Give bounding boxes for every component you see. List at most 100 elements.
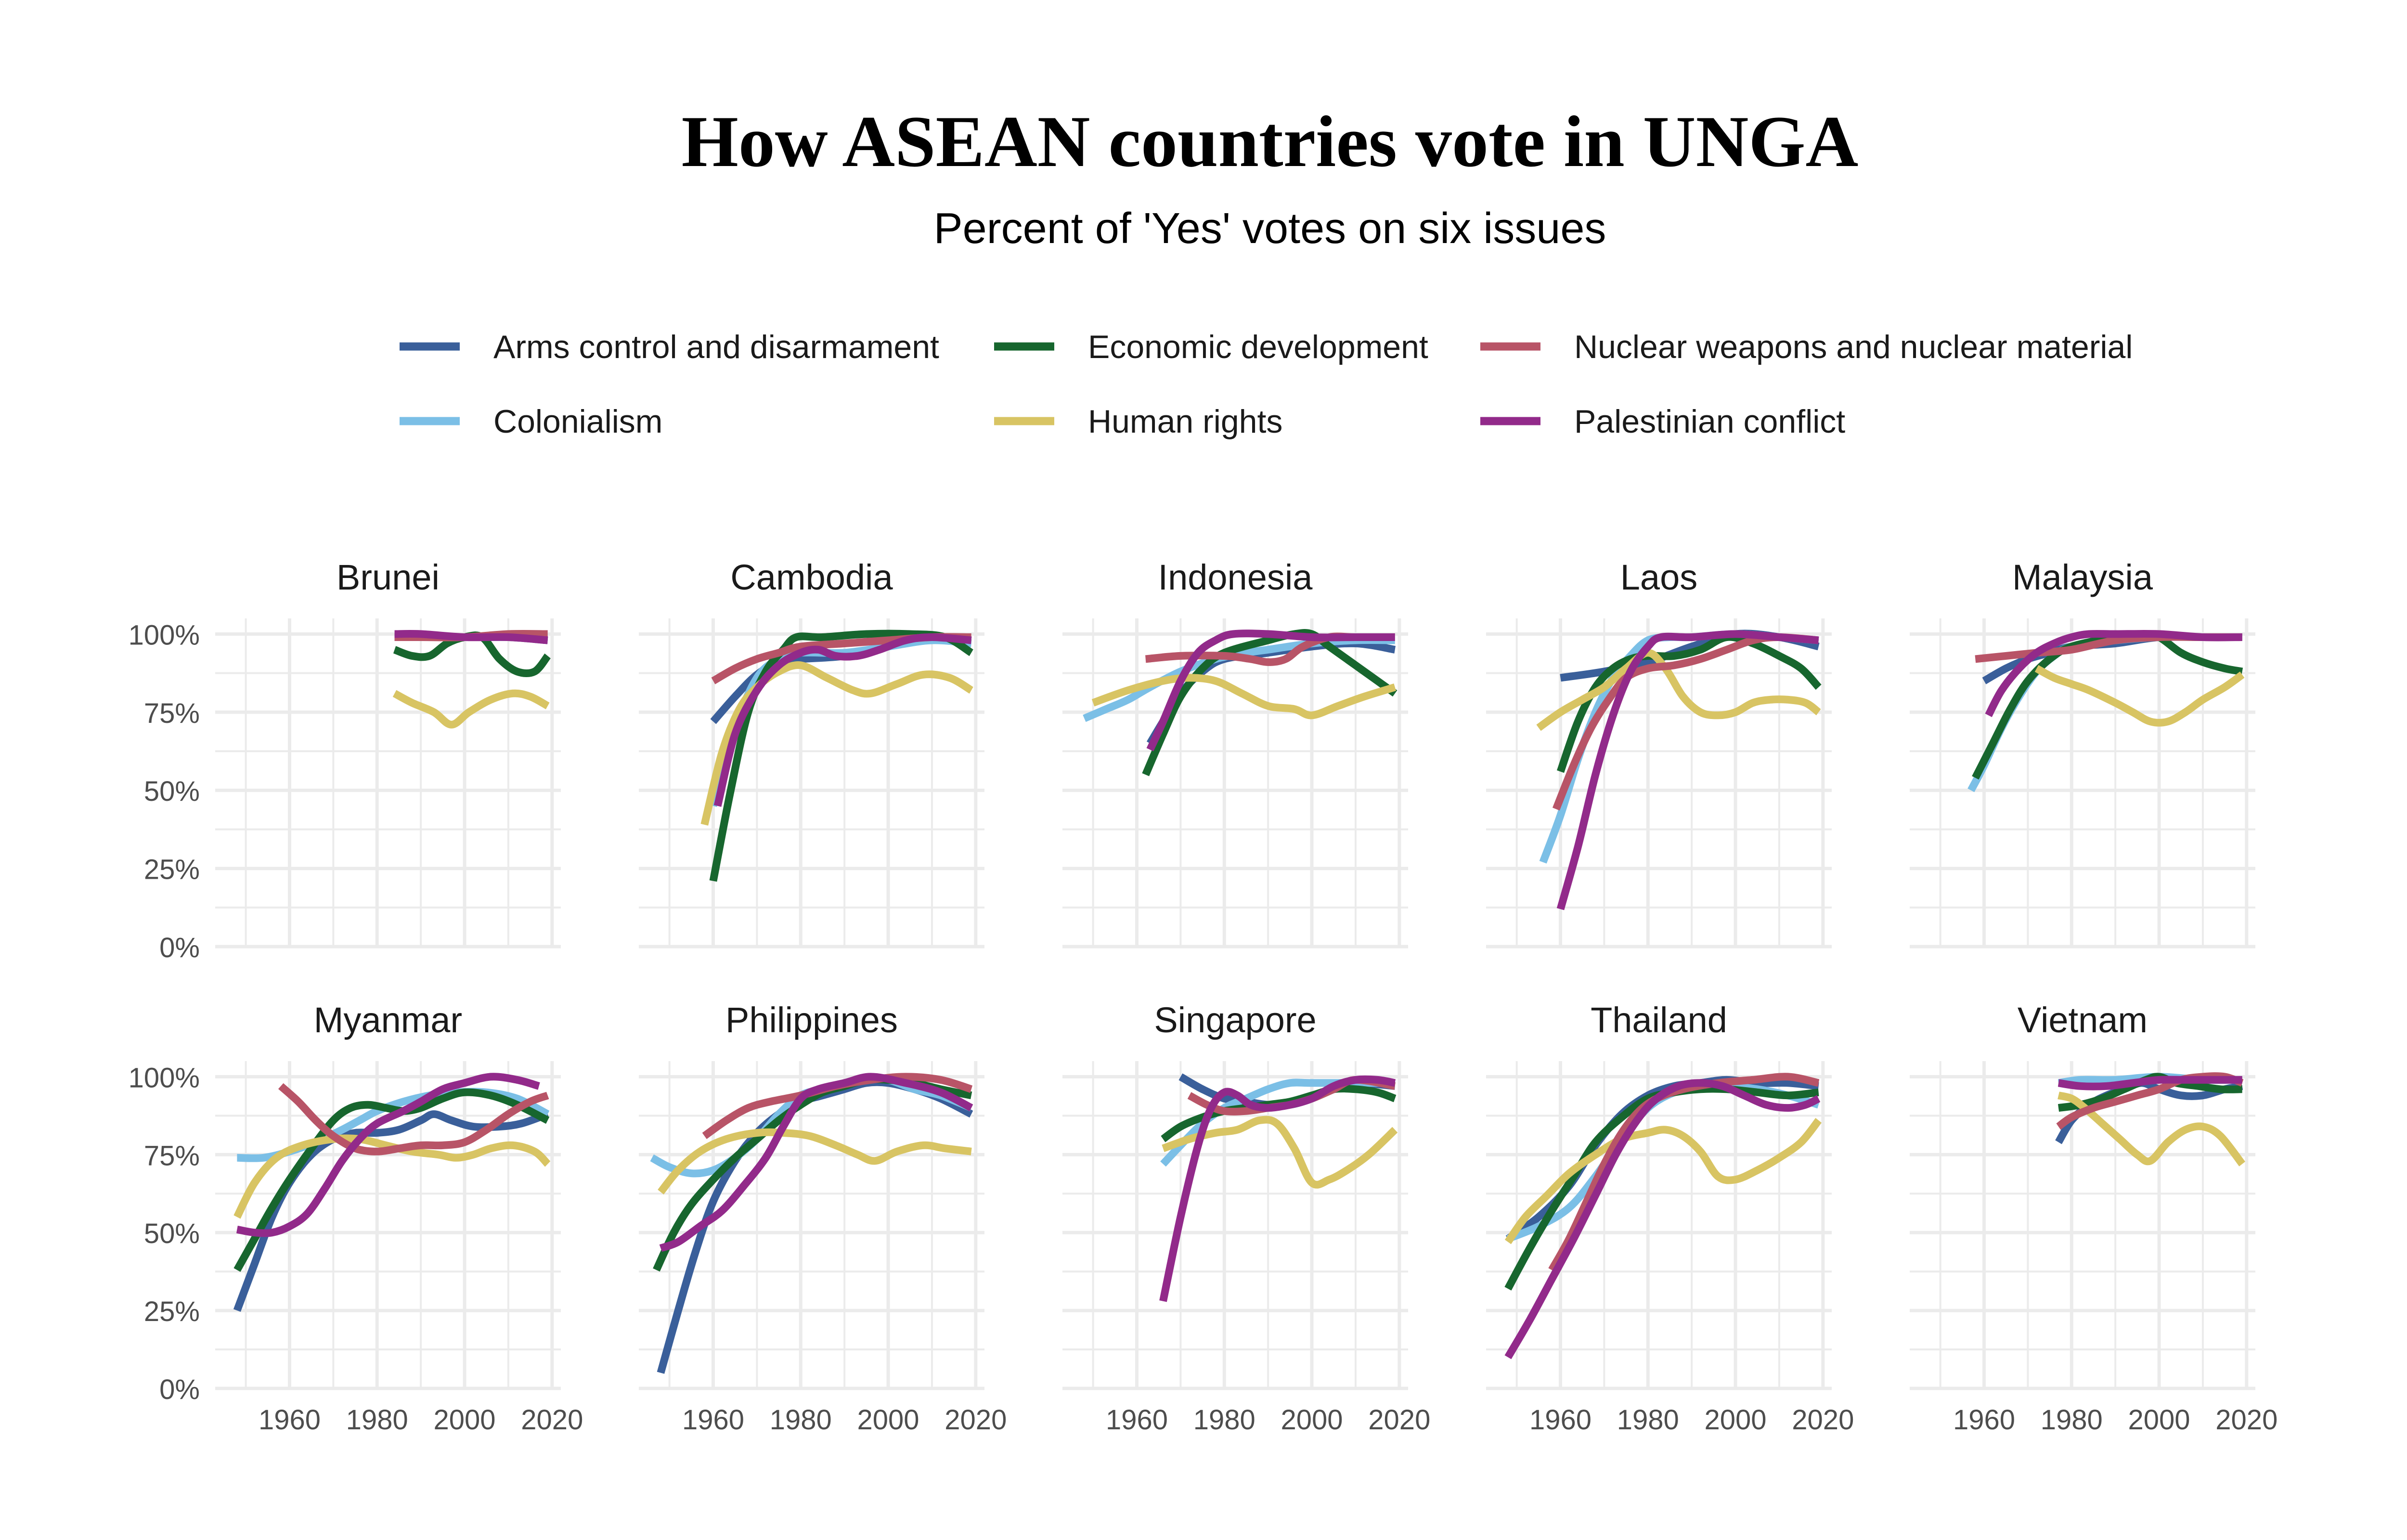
x-tick-label: 1960: [1953, 1404, 2015, 1436]
x-tick-label: 2020: [1368, 1404, 1430, 1436]
panel-philippines: Philippines 1960 1980 2000 2020: [639, 1000, 1007, 1436]
y-tick-label: 50%: [144, 776, 200, 807]
y-tick-label: 100%: [129, 619, 200, 651]
legend-item-arms-control-and-disarmament: Arms control and disarmament: [400, 329, 939, 365]
panel-grid: [1910, 618, 2255, 949]
series-line-arms-control-and-disarmament: [657, 1078, 973, 1374]
series-line-human-rights: [1091, 674, 1397, 719]
series-line-human-rights: [1162, 1116, 1398, 1189]
panel-myanmar: Myanmar 0% 25% 50% 75% 100% 1960 1980 2000 2020: [129, 1000, 583, 1436]
panel-series: [1967, 630, 2245, 792]
y-tick-label: 75%: [144, 698, 200, 729]
series-line-human-rights: [658, 1128, 972, 1195]
panel-series: [650, 1073, 973, 1374]
series-line-palestinian-conflict: [394, 630, 548, 644]
series-line-economic-development: [1142, 629, 1398, 776]
x-tick-label: 1980: [346, 1404, 408, 1436]
chart-title: How ASEAN countries vote in UNGA: [682, 101, 1859, 182]
panel-grid: [1486, 1061, 1832, 1390]
legend-label: Human rights: [1088, 403, 1282, 440]
legend-item-palestinian-conflict: Palestinian conflict: [1480, 403, 1845, 440]
legend-item-colonialism: Colonialism: [400, 403, 662, 440]
y-tick-label: 50%: [144, 1218, 200, 1249]
panel-title: Singapore: [1154, 1000, 1316, 1040]
y-tick-label: 0%: [159, 932, 200, 963]
y-tick-label: 0%: [159, 1374, 200, 1405]
legend-label: Nuclear weapons and nuclear material: [1574, 329, 2133, 365]
legend-label: Arms control and disarmament: [493, 329, 939, 365]
x-tick-label: 2020: [2215, 1404, 2278, 1436]
x-tick-label: 2000: [2128, 1404, 2190, 1436]
panel-laos: Laos: [1486, 557, 1832, 949]
series-line-palestinian-conflict: [1159, 1075, 1396, 1302]
panel-brunei: Brunei 0% 25% 50% 75% 100%: [129, 557, 561, 963]
y-tick-label: 100%: [129, 1062, 200, 1093]
panel-title: Indonesia: [1158, 557, 1313, 597]
panel-singapore: Singapore 1960 1980 2000 2020: [1062, 1000, 1430, 1436]
panel-title: Cambodia: [730, 557, 893, 597]
series-line-palestinian-conflict: [2058, 1076, 2242, 1091]
legend-label: Palestinian conflict: [1574, 403, 1845, 440]
panel-title: Brunei: [336, 557, 440, 597]
panel-vietnam: Vietnam 1960 1980 2000 2020: [1910, 1000, 2278, 1436]
y-tick-label: 75%: [144, 1140, 200, 1171]
legend: Arms control and disarmament Colonialism E…: [400, 329, 2133, 440]
y-tick-label: 25%: [144, 1296, 200, 1327]
series-line-palestinian-conflict: [1556, 630, 1819, 911]
panel-series: [233, 1073, 551, 1312]
series-line-nuclear-weapons-and-nuclear-material: [278, 1083, 549, 1155]
series-line-palestinian-conflict: [713, 633, 972, 807]
panel-title: Myanmar: [314, 1000, 462, 1040]
series-line-human-rights: [392, 689, 550, 729]
x-tick-label: 2000: [1281, 1404, 1343, 1436]
panel-cambodia: Cambodia: [639, 557, 984, 949]
x-tick-label: 2000: [434, 1404, 496, 1436]
y-tick-label: 25%: [144, 854, 200, 886]
series-line-economic-development: [1504, 1085, 1819, 1291]
series-line-nuclear-weapons-and-nuclear-material: [1552, 633, 1819, 811]
x-tick-label: 1980: [1617, 1404, 1679, 1436]
panel-indonesia: Indonesia: [1062, 557, 1408, 949]
x-tick-label: 1960: [1106, 1404, 1168, 1436]
series-line-arms-control-and-disarmament: [233, 1110, 549, 1312]
panel-series: [2055, 1072, 2246, 1167]
chart-subtitle: Percent of 'Yes' votes on six issues: [934, 205, 1606, 253]
panel-series: [1159, 1073, 1398, 1302]
x-tick-label: 2000: [857, 1404, 919, 1436]
panel-thailand: Thailand 1960 1980 2000 2020: [1486, 1000, 1854, 1436]
panel-title: Laos: [1620, 557, 1697, 597]
x-tick-label: 2000: [1705, 1404, 1767, 1436]
series-line-palestinian-conflict: [236, 1073, 540, 1237]
x-tick-label: 2020: [1792, 1404, 1854, 1436]
x-tick-label: 1960: [682, 1404, 744, 1436]
panel-title: Vietnam: [2018, 1000, 2148, 1040]
panel-title: Philippines: [725, 1000, 898, 1040]
panel-grid: [639, 1061, 984, 1390]
legend-item-nuclear-weapons-and-nuclear-material: Nuclear weapons and nuclear material: [1480, 329, 2133, 365]
series-line-colonialism: [1083, 636, 1395, 722]
panel-series: [392, 630, 551, 729]
series-line-human-rights: [2058, 1091, 2246, 1167]
legend-item-economic-development: Economic development: [994, 329, 1428, 365]
series-line-human-rights: [2034, 665, 2245, 727]
panel-grid: [215, 1061, 561, 1390]
series-line-palestinian-conflict: [659, 1073, 973, 1252]
series-line-palestinian-conflict: [1146, 629, 1395, 752]
series-line-economic-development: [709, 629, 974, 882]
legend-label: Economic development: [1088, 329, 1428, 365]
series-line-palestinian-conflict: [1504, 1079, 1821, 1360]
panel-series: [1083, 629, 1398, 776]
series-line-human-rights: [1504, 1118, 1822, 1245]
panels-grid: Brunei 0% 25% 50% 75% 100% Cambodia Indonesia La…: [129, 557, 2278, 1436]
legend-item-human-rights: Human rights: [994, 403, 1282, 440]
panel-title: Malaysia: [2012, 557, 2153, 597]
series-line-human-rights: [700, 661, 973, 826]
panel-grid: [215, 618, 561, 949]
panel-series: [1504, 1073, 1822, 1360]
panel-series: [1536, 629, 1822, 911]
series-line-human-rights: [1536, 649, 1821, 731]
x-tick-label: 1980: [1193, 1404, 1255, 1436]
x-tick-label: 1980: [2041, 1404, 2103, 1436]
